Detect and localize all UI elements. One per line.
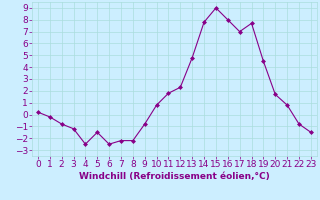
X-axis label: Windchill (Refroidissement éolien,°C): Windchill (Refroidissement éolien,°C) (79, 172, 270, 181)
